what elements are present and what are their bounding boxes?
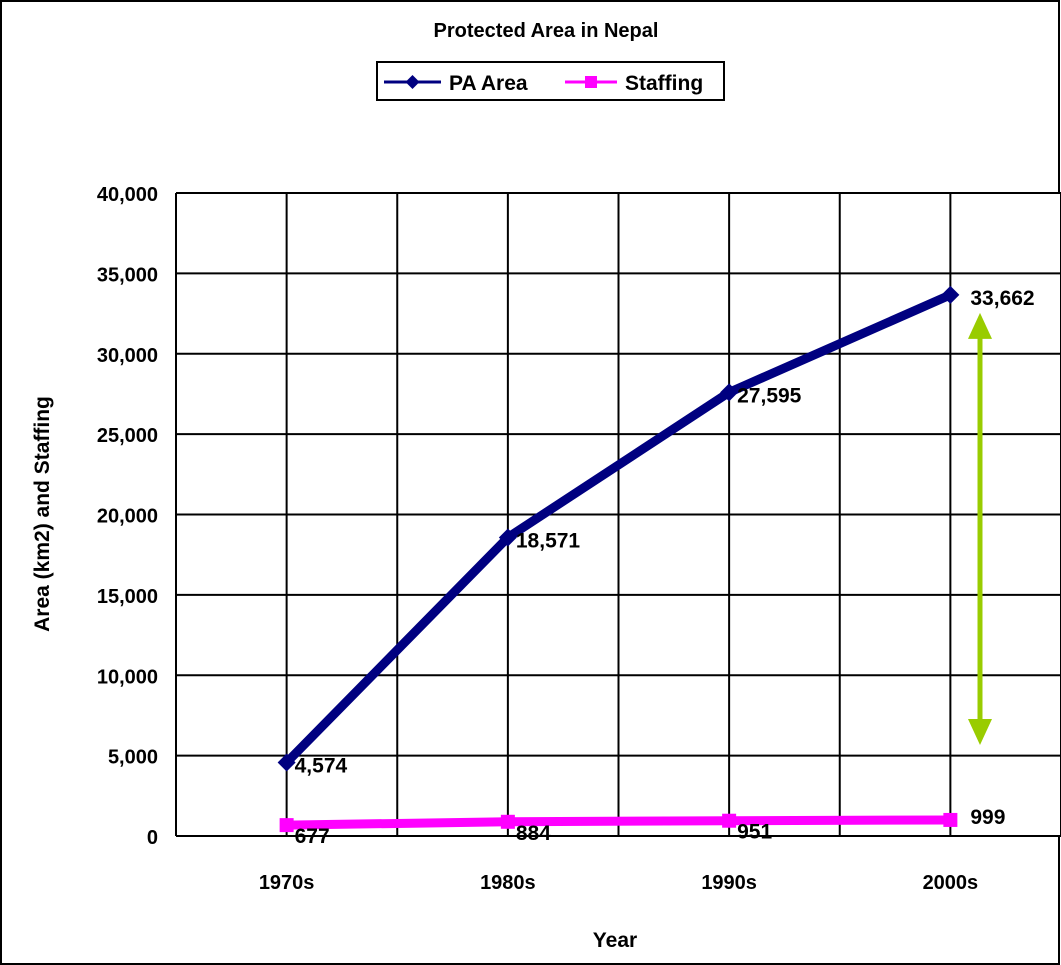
data-label: 884 [516, 822, 551, 845]
y-axis-ticks: 0 5,000 10,000 15,000 20,000 25,000 30,000 35,0… [97, 184, 158, 849]
y-tick-label: 5,000 [108, 747, 158, 769]
annotation-layer [968, 312, 992, 745]
data-point [720, 383, 739, 402]
gridlines [175, 192, 1061, 837]
y-tick-label: 10,000 [97, 666, 158, 688]
series-line-staffing [282, 815, 955, 830]
annotation-arrowhead-up [968, 312, 992, 339]
x-tick-label: 1990s [701, 872, 757, 894]
data-point [500, 814, 515, 829]
y-tick-label: 25,000 [97, 425, 158, 447]
y-tick-label: 40,000 [97, 184, 158, 206]
x-tick-label: 1970s [259, 872, 315, 894]
chart-title: Protected Area in Nepal [434, 20, 659, 42]
data-point [722, 813, 737, 828]
series-layer [277, 285, 960, 833]
data-label: 33,662 [970, 287, 1034, 310]
legend-marker [405, 75, 420, 89]
data-label: 951 [737, 821, 772, 844]
legend-marker [585, 76, 597, 88]
legend: PA Area Staffing [376, 61, 725, 101]
data-label: 4,574 [295, 754, 348, 777]
data-label: 27,595 [737, 384, 802, 407]
y-tick-label: 15,000 [97, 586, 158, 608]
data-labels: 4,574 18,571 27,595 33,662 677 884 951 999 [295, 287, 1035, 848]
x-tick-label: 1980s [480, 872, 536, 894]
data-point [943, 812, 958, 827]
data-point [498, 528, 517, 547]
data-label: 18,571 [516, 529, 581, 552]
y-tick-label: 30,000 [97, 345, 158, 367]
y-tick-label: 35,000 [97, 264, 158, 286]
y-tick-label: 20,000 [97, 506, 158, 528]
x-axis-title: Year [593, 929, 637, 952]
series-line-pa-area [282, 290, 955, 767]
data-label: 999 [970, 806, 1005, 829]
data-point [941, 285, 960, 304]
x-axis-ticks: 1970s 1980s 1990s 2000s [259, 872, 978, 894]
annotation-arrowhead-down [968, 718, 992, 745]
legend-label: Staffing [625, 72, 703, 95]
y-axis-title: Area (km2) and Staffing [31, 396, 54, 632]
data-point [279, 818, 294, 833]
data-label: 677 [295, 825, 330, 848]
legend-label: PA Area [449, 72, 528, 95]
data-point [277, 753, 296, 772]
x-tick-label: 2000s [923, 872, 979, 894]
y-tick-label: 0 [147, 827, 158, 849]
